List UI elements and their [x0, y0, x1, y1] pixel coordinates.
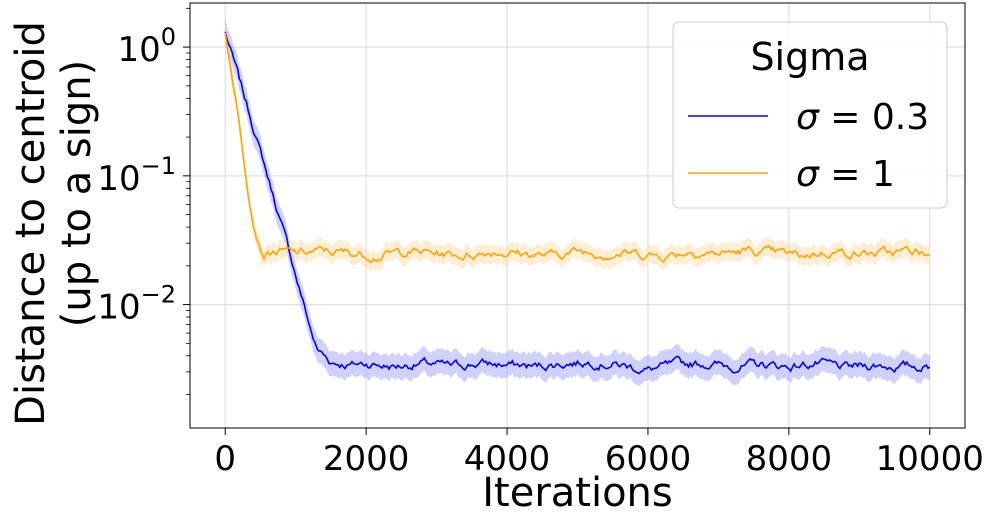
legend-symbol: σ	[796, 97, 820, 138]
y-tick-label: 100	[117, 23, 176, 70]
series-lines	[224, 31, 931, 375]
y-tick-exponent: −1	[141, 152, 176, 180]
x-tick-label: 8000	[746, 439, 833, 479]
y-tick-base: 10	[117, 30, 160, 70]
legend-label: σ = 1	[796, 154, 895, 195]
y-tick-base: 10	[97, 159, 140, 199]
x-axis-ticks: 0 2000 4000 6000 8000 10000	[214, 428, 984, 479]
y-tick-exponent: 0	[161, 23, 176, 51]
legend-symbol: σ	[796, 154, 820, 195]
series-1-band	[225, 23, 930, 272]
y-tick-base: 10	[97, 288, 140, 328]
confidence-bands	[225, 19, 930, 387]
legend-label: σ = 0.3	[796, 97, 929, 138]
legend: Sigma σ = 0.3σ = 1	[672, 21, 948, 209]
x-axis-label: Iterations	[482, 470, 673, 515]
legend-title: Sigma	[750, 35, 869, 79]
legend-box	[672, 21, 948, 209]
series-0-line	[224, 31, 931, 375]
series-1-line	[224, 32, 931, 264]
y-axis-label: Distance to centroid (up to a sign)	[8, 21, 100, 426]
y-tick-exponent: −2	[141, 281, 176, 309]
y-axis-label-line-2: (up to a sign)	[54, 60, 100, 327]
x-tick-label: 4000	[464, 439, 551, 479]
x-tick-label: 10000	[876, 439, 984, 479]
legend-value: = 1	[819, 154, 895, 195]
plot-frame	[189, 2, 966, 429]
y-axis-label-line-1: Distance to centroid	[8, 21, 54, 426]
x-tick-label: 2000	[323, 439, 410, 479]
y-tick-label: 10−1	[97, 152, 176, 199]
legend-value: = 0.3	[819, 97, 929, 138]
legend-entries: σ = 0.3σ = 1	[688, 97, 929, 195]
x-tick-label: 0	[214, 439, 236, 479]
y-tick-label: 10−2	[97, 281, 176, 328]
x-tick-label: 6000	[605, 439, 692, 479]
